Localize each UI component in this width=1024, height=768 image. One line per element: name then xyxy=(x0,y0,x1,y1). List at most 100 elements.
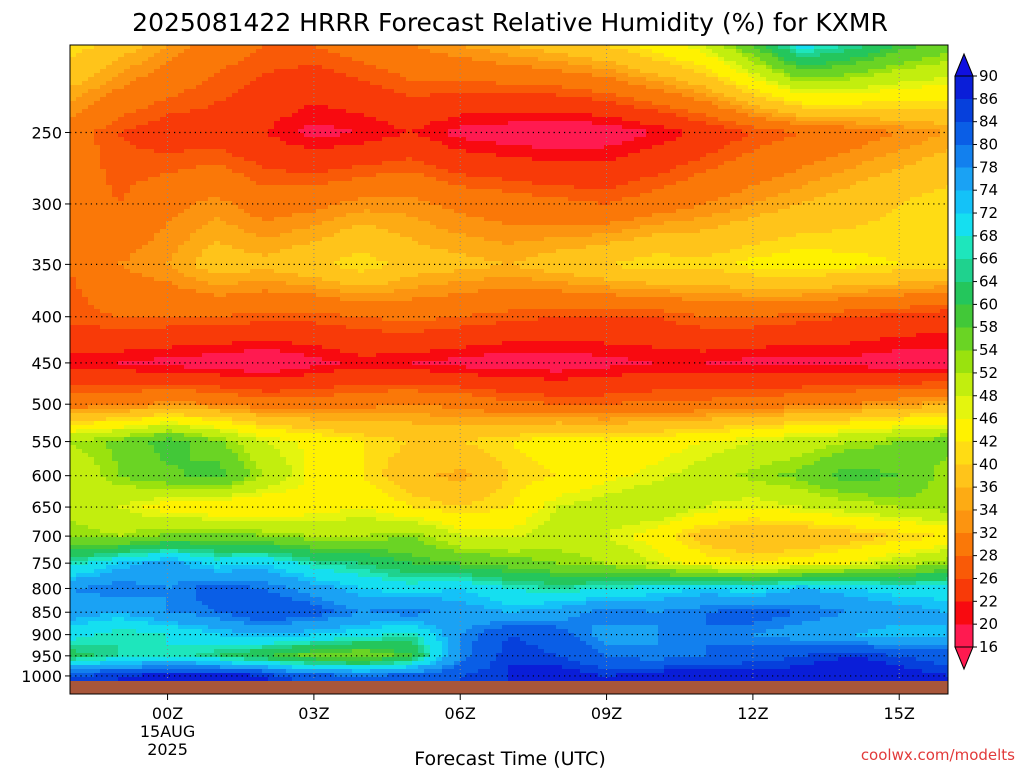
heatmap-cell xyxy=(832,109,839,114)
heatmap-cell xyxy=(292,85,299,90)
heatmap-cell xyxy=(496,125,503,130)
heatmap-cell xyxy=(232,85,239,90)
heatmap-cell xyxy=(208,149,215,154)
heatmap-cell xyxy=(688,117,695,122)
heatmap-cell xyxy=(436,145,443,150)
heatmap-cell xyxy=(808,149,815,154)
heatmap-cell xyxy=(532,89,539,94)
heatmap-cell xyxy=(334,109,341,114)
heatmap-cell xyxy=(430,89,437,94)
heatmap-cell xyxy=(346,105,353,110)
heatmap-cell xyxy=(166,65,173,70)
heatmap-cell xyxy=(754,77,761,82)
heatmap-cell xyxy=(406,89,413,94)
heatmap-cell xyxy=(682,173,689,178)
heatmap-cell xyxy=(364,101,371,106)
heatmap-cell xyxy=(418,65,425,70)
heatmap-cell xyxy=(448,101,455,106)
heatmap-cell xyxy=(268,157,275,162)
heatmap-cell xyxy=(94,153,101,158)
heatmap-cell xyxy=(184,73,191,78)
heatmap-cell xyxy=(664,57,671,62)
heatmap-cell xyxy=(430,101,437,106)
heatmap-cell xyxy=(292,77,299,82)
heatmap-cell xyxy=(220,65,227,70)
heatmap-cell xyxy=(652,105,659,110)
heatmap-cell xyxy=(706,101,713,106)
heatmap-cell xyxy=(346,81,353,86)
heatmap-cell xyxy=(844,129,851,134)
heatmap-cell xyxy=(262,45,269,50)
heatmap-cell xyxy=(166,57,173,62)
heatmap-cell xyxy=(670,93,677,98)
heatmap-cell xyxy=(802,165,809,170)
heatmap-cell xyxy=(388,165,395,170)
heatmap-cell xyxy=(946,149,948,154)
heatmap-cell xyxy=(616,89,623,94)
heatmap-cell xyxy=(550,105,557,110)
heatmap-cell xyxy=(922,177,929,182)
heatmap-cell xyxy=(310,177,317,182)
heatmap-cell xyxy=(940,173,947,178)
heatmap-cell xyxy=(598,113,605,118)
heatmap-cell xyxy=(238,133,245,138)
heatmap-cell xyxy=(706,153,713,158)
heatmap-cell xyxy=(88,69,95,74)
heatmap-cell xyxy=(598,65,605,70)
heatmap-cell xyxy=(640,165,647,170)
heatmap-cell xyxy=(796,177,803,182)
heatmap-cell xyxy=(214,73,221,78)
heatmap-cell xyxy=(940,157,947,162)
heatmap-cell xyxy=(934,105,941,110)
heatmap-cell xyxy=(520,109,527,114)
heatmap-cell xyxy=(130,161,137,166)
heatmap-cell xyxy=(70,121,77,126)
heatmap-cell xyxy=(472,125,479,130)
heatmap-cell xyxy=(670,177,677,182)
heatmap-cell xyxy=(220,117,227,122)
heatmap-cell xyxy=(916,125,923,130)
heatmap-cell xyxy=(520,81,527,86)
heatmap-cell xyxy=(592,157,599,162)
heatmap-cell xyxy=(196,117,203,122)
heatmap-cell xyxy=(916,157,923,162)
heatmap-cell xyxy=(202,137,209,142)
heatmap-cell xyxy=(832,129,839,134)
heatmap-cell xyxy=(898,93,905,98)
heatmap-cell xyxy=(544,177,551,182)
heatmap-cell xyxy=(394,153,401,158)
heatmap-cell xyxy=(526,89,533,94)
heatmap-cell xyxy=(634,61,641,66)
heatmap-cell xyxy=(418,97,425,102)
heatmap-cell xyxy=(850,45,857,50)
heatmap-cell xyxy=(628,105,635,110)
heatmap-cell xyxy=(682,121,689,126)
heatmap-cell xyxy=(196,121,203,126)
heatmap-cell xyxy=(850,133,857,138)
heatmap-cell xyxy=(550,145,557,150)
heatmap-cell xyxy=(316,65,323,70)
heatmap-cell xyxy=(586,77,593,82)
heatmap-cell xyxy=(880,137,887,142)
heatmap-cell xyxy=(676,141,683,146)
heatmap-cell xyxy=(226,161,233,166)
heatmap-cell xyxy=(808,129,815,134)
heatmap-cell xyxy=(244,101,251,106)
heatmap-cell xyxy=(784,141,791,146)
heatmap-cell xyxy=(724,173,731,178)
heatmap-cell xyxy=(172,109,179,114)
heatmap-cell xyxy=(520,85,527,90)
heatmap-cell xyxy=(346,93,353,98)
heatmap-cell xyxy=(628,117,635,122)
heatmap-cell xyxy=(154,113,161,118)
heatmap-cell xyxy=(106,109,113,114)
heatmap-cell xyxy=(148,109,155,114)
heatmap-cell xyxy=(538,89,545,94)
heatmap-cell xyxy=(628,101,635,106)
heatmap-cell xyxy=(196,69,203,74)
heatmap-cell xyxy=(346,57,353,62)
heatmap-cell xyxy=(394,45,401,50)
heatmap-cell xyxy=(268,57,275,62)
heatmap-cell xyxy=(712,137,719,142)
heatmap-cell xyxy=(232,153,239,158)
